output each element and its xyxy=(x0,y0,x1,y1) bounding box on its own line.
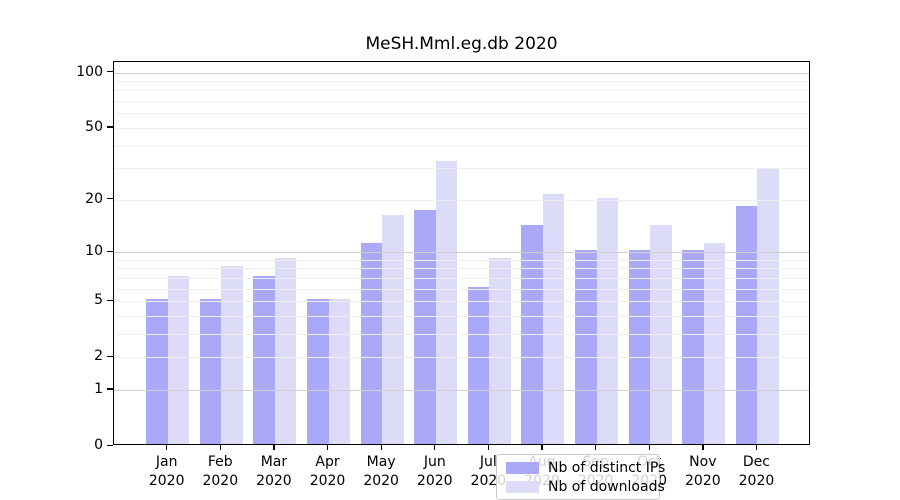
y-axis-tick xyxy=(107,250,113,252)
x-axis-tick xyxy=(648,445,650,450)
x-axis-tick xyxy=(755,445,758,450)
bar-distinct-ips-may xyxy=(360,242,383,444)
y-tick-label: 100 xyxy=(76,63,103,80)
y-axis-tick xyxy=(107,71,113,73)
bar-downloads-dec xyxy=(757,168,779,444)
y-axis-tick xyxy=(107,126,113,128)
y-axis-tick xyxy=(107,388,113,390)
x-tick-label-apr: Apr 2020 xyxy=(309,454,346,489)
x-tick-label-nov: Nov 2020 xyxy=(685,454,721,489)
gridline-minor xyxy=(114,101,809,103)
x-axis-tick xyxy=(702,445,704,450)
bar-distinct-ips-nov xyxy=(682,250,704,444)
y-axis-tick xyxy=(107,355,113,357)
gridline-minor xyxy=(114,145,809,147)
gridline-minor xyxy=(114,357,809,359)
bar-downloads-sep xyxy=(596,197,619,444)
bar-downloads-apr xyxy=(328,299,351,444)
y-tick-label: 20 xyxy=(85,190,103,207)
bar-distinct-ips-dec xyxy=(735,205,758,444)
y-axis-tick xyxy=(107,198,113,200)
y-axis-tick xyxy=(107,299,113,301)
x-axis-tick xyxy=(219,445,221,450)
bar-distinct-ips-jun xyxy=(414,210,436,444)
gridline-minor xyxy=(114,315,809,317)
legend-label-distinct-ips: Nb of distinct IPs xyxy=(548,459,666,476)
gridline-minor xyxy=(114,90,809,92)
bar-downloads-jun xyxy=(435,161,458,444)
x-axis-tick xyxy=(166,445,168,450)
bar-distinct-ips-apr xyxy=(307,299,329,444)
gridline-major xyxy=(114,389,809,391)
gridline-minor xyxy=(114,81,809,83)
x-tick-label-jun: Jun 2020 xyxy=(416,454,453,489)
bar-downloads-nov xyxy=(703,242,726,444)
x-axis-tick xyxy=(434,445,436,450)
gridline-major xyxy=(114,252,809,253)
bar-downloads-mar xyxy=(274,257,297,444)
y-tick-label: 1 xyxy=(94,380,103,397)
x-tick-label-dec: Dec 2020 xyxy=(738,454,775,489)
y-tick-label: 2 xyxy=(94,348,103,365)
x-axis-tick xyxy=(380,445,382,450)
gridline-minor xyxy=(114,268,809,270)
x-tick-label-may: May 2020 xyxy=(363,454,399,489)
bar-downloads-may xyxy=(382,214,404,444)
legend-swatch-distinct-ips xyxy=(506,461,539,474)
y-axis-tick xyxy=(107,444,113,446)
x-axis-tick xyxy=(273,445,275,450)
gridline-minor xyxy=(114,277,809,279)
bar-distinct-ips-sep xyxy=(575,250,597,444)
x-tick-label-mar: Mar 2020 xyxy=(256,454,292,489)
gridline-minor xyxy=(114,333,809,335)
gridline-minor xyxy=(114,199,809,201)
legend-label-downloads: Nb of downloads xyxy=(548,478,665,495)
gridline-minor xyxy=(114,127,809,129)
plot-canvas xyxy=(114,62,809,444)
bar-downloads-jan xyxy=(167,275,190,444)
gridline-minor xyxy=(114,301,809,303)
gridline-minor xyxy=(114,259,809,261)
chart-title: MeSH.Mml.eg.db 2020 xyxy=(365,34,558,54)
gridline-minor xyxy=(114,113,809,115)
bar-downloads-jul xyxy=(489,257,511,444)
gridline-major xyxy=(114,72,809,74)
y-tick-label: 5 xyxy=(94,292,103,309)
x-axis-tick xyxy=(595,445,597,450)
x-tick-label-jan: Jan 2020 xyxy=(148,454,185,489)
x-axis-tick xyxy=(487,445,490,450)
plot-area: Nb of distinct IPs Nb of downloads xyxy=(113,61,810,500)
bar-distinct-ips-jul xyxy=(467,286,490,444)
legend-swatch-downloads xyxy=(506,480,539,493)
bar-distinct-ips-feb xyxy=(199,299,222,444)
y-tick-label: 10 xyxy=(85,243,103,259)
x-tick-label-feb: Feb 2020 xyxy=(202,454,239,489)
gridline-minor xyxy=(114,288,809,290)
bar-distinct-ips-oct xyxy=(628,250,651,444)
bar-downloads-feb xyxy=(221,266,243,444)
legend-item-distinct-ips: Nb of distinct IPs xyxy=(506,461,665,475)
legend: Nb of distinct IPs Nb of downloads xyxy=(496,454,665,500)
bar-distinct-ips-jan xyxy=(146,299,168,444)
bar-distinct-ips-mar xyxy=(253,275,275,444)
legend-item-downloads: Nb of downloads xyxy=(506,480,665,494)
bar-downloads-aug xyxy=(542,193,565,444)
y-tick-label: 0 xyxy=(94,437,103,453)
y-tick-label: 50 xyxy=(85,118,103,135)
x-axis-tick xyxy=(327,445,329,450)
gridline-minor xyxy=(114,168,809,170)
x-axis-tick xyxy=(541,445,543,450)
